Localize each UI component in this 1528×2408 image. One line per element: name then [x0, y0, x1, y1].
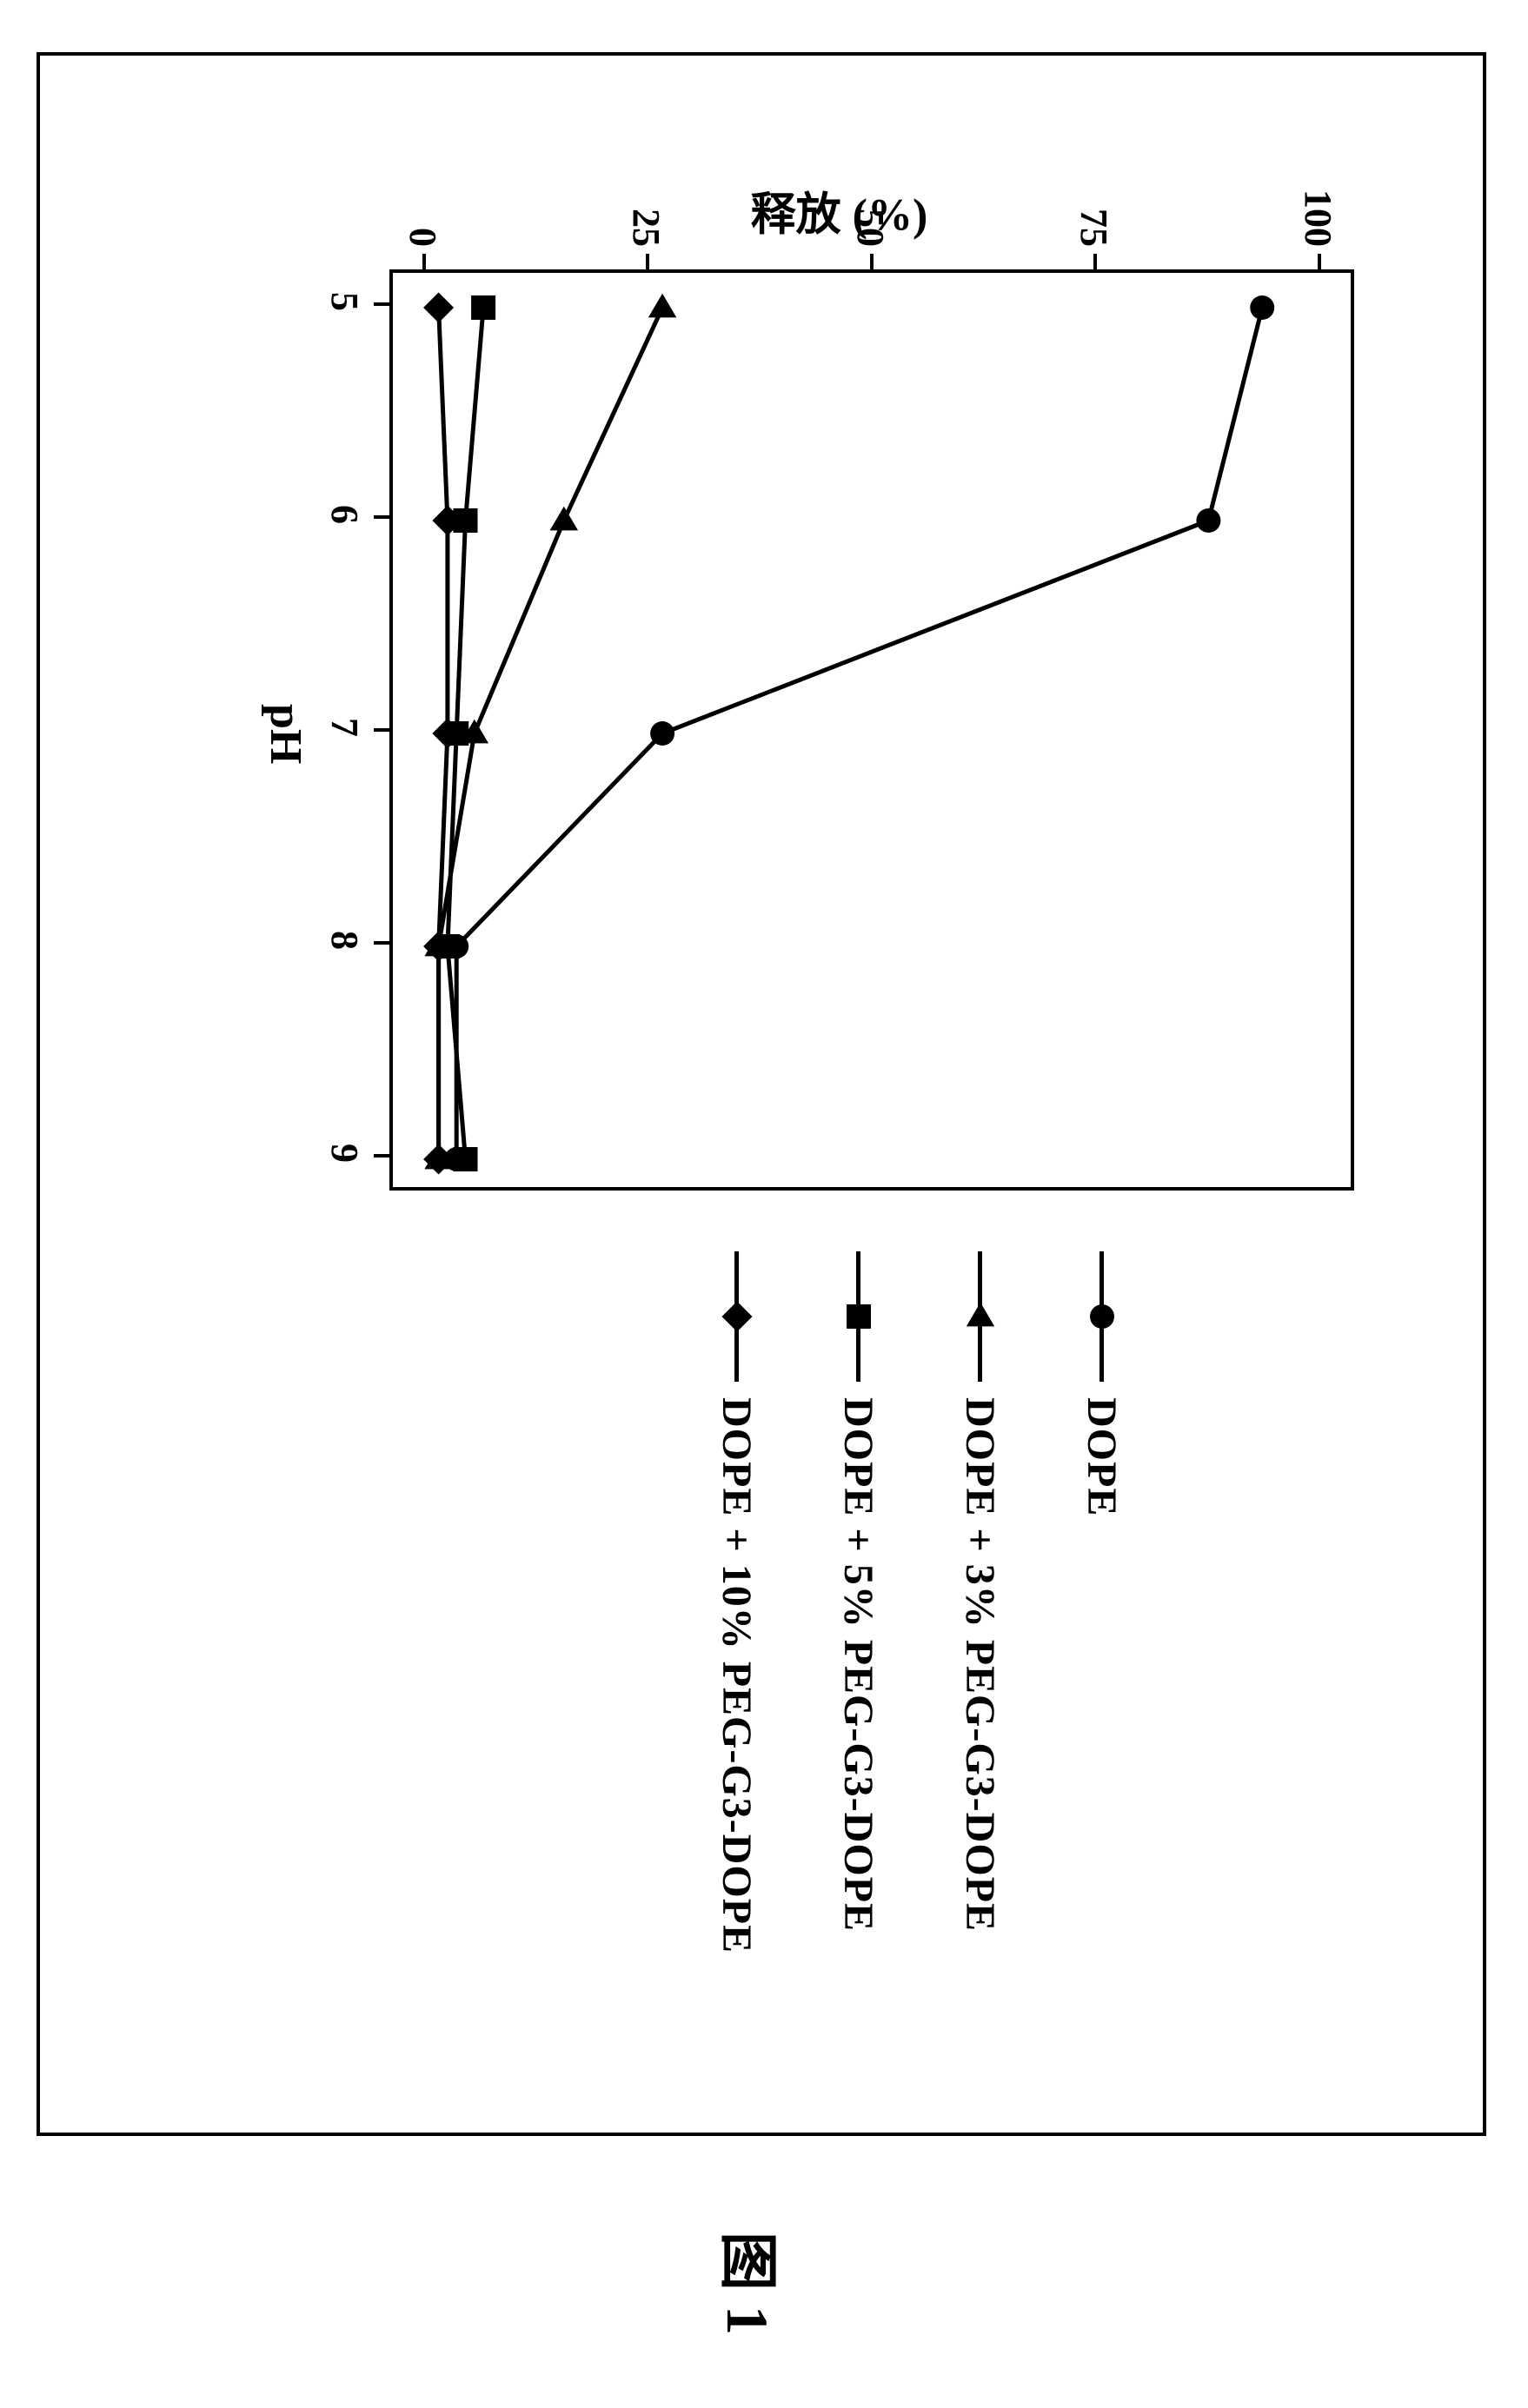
y-tick	[870, 254, 874, 269]
x-tick	[374, 941, 389, 945]
y-axis-label: 释放 (%)	[751, 177, 928, 242]
legend-line	[1100, 1251, 1105, 1382]
rotated-canvas: 567890255075100释放 (%)pHDOPEDOPE + 3% PEG…	[0, 0, 1528, 2408]
y-tick	[1318, 254, 1321, 269]
triangle-marker	[967, 1303, 994, 1327]
triangle-marker	[648, 294, 676, 318]
x-tick	[374, 1154, 389, 1158]
circle-icon	[1086, 1299, 1120, 1334]
y-tick-label: 75	[1073, 174, 1117, 247]
diamond-marker	[423, 1144, 454, 1175]
diamond-icon	[721, 1299, 755, 1334]
x-tick-label: 9	[322, 1144, 367, 1163]
x-tick	[374, 515, 389, 519]
triangle-icon	[964, 1299, 999, 1334]
square-marker	[471, 295, 495, 320]
legend-item: DOPE + 3% PEG-G3-DOPE	[954, 1251, 1006, 1932]
square-icon	[842, 1299, 877, 1334]
x-tick-label: 8	[322, 931, 367, 950]
x-tick-label: 6	[322, 505, 367, 524]
y-tick-label: 100	[1296, 174, 1340, 247]
y-tick-label: 0	[401, 174, 445, 247]
series-line	[456, 308, 1262, 1159]
legend-line	[735, 1251, 740, 1382]
circle-marker	[650, 721, 674, 746]
legend-item: DOPE	[1076, 1251, 1128, 1516]
y-tick	[422, 254, 426, 269]
figure-caption: 图 1	[710, 2232, 796, 2335]
x-tick	[374, 302, 389, 306]
diamond-marker	[722, 1302, 753, 1332]
legend-item: DOPE + 10% PEG-G3-DOPE	[711, 1251, 763, 1954]
plot-area	[389, 269, 1354, 1191]
plot-svg	[386, 273, 1351, 1194]
circle-marker	[1196, 508, 1220, 533]
legend-label: DOPE + 5% PEG-G3-DOPE	[835, 1397, 883, 1932]
x-tick	[374, 728, 389, 732]
y-tick-label: 25	[625, 174, 669, 247]
x-tick-label: 7	[322, 718, 367, 737]
triangle-marker	[550, 507, 578, 531]
legend-label: DOPE + 3% PEG-G3-DOPE	[957, 1397, 1005, 1932]
diamond-marker	[423, 293, 454, 323]
x-tick-label: 5	[322, 292, 367, 311]
legend-label: DOPE + 10% PEG-G3-DOPE	[714, 1397, 761, 1954]
legend-item: DOPE + 5% PEG-G3-DOPE	[833, 1251, 885, 1932]
legend-line	[979, 1251, 983, 1382]
circle-marker	[1091, 1304, 1115, 1329]
y-tick	[1094, 254, 1098, 269]
legend-label: DOPE	[1079, 1397, 1126, 1516]
circle-marker	[1250, 295, 1274, 320]
square-marker	[454, 1147, 478, 1171]
y-tick	[647, 254, 650, 269]
legend-line	[857, 1251, 861, 1382]
square-marker	[847, 1304, 872, 1329]
x-axis-label: pH	[260, 704, 311, 764]
